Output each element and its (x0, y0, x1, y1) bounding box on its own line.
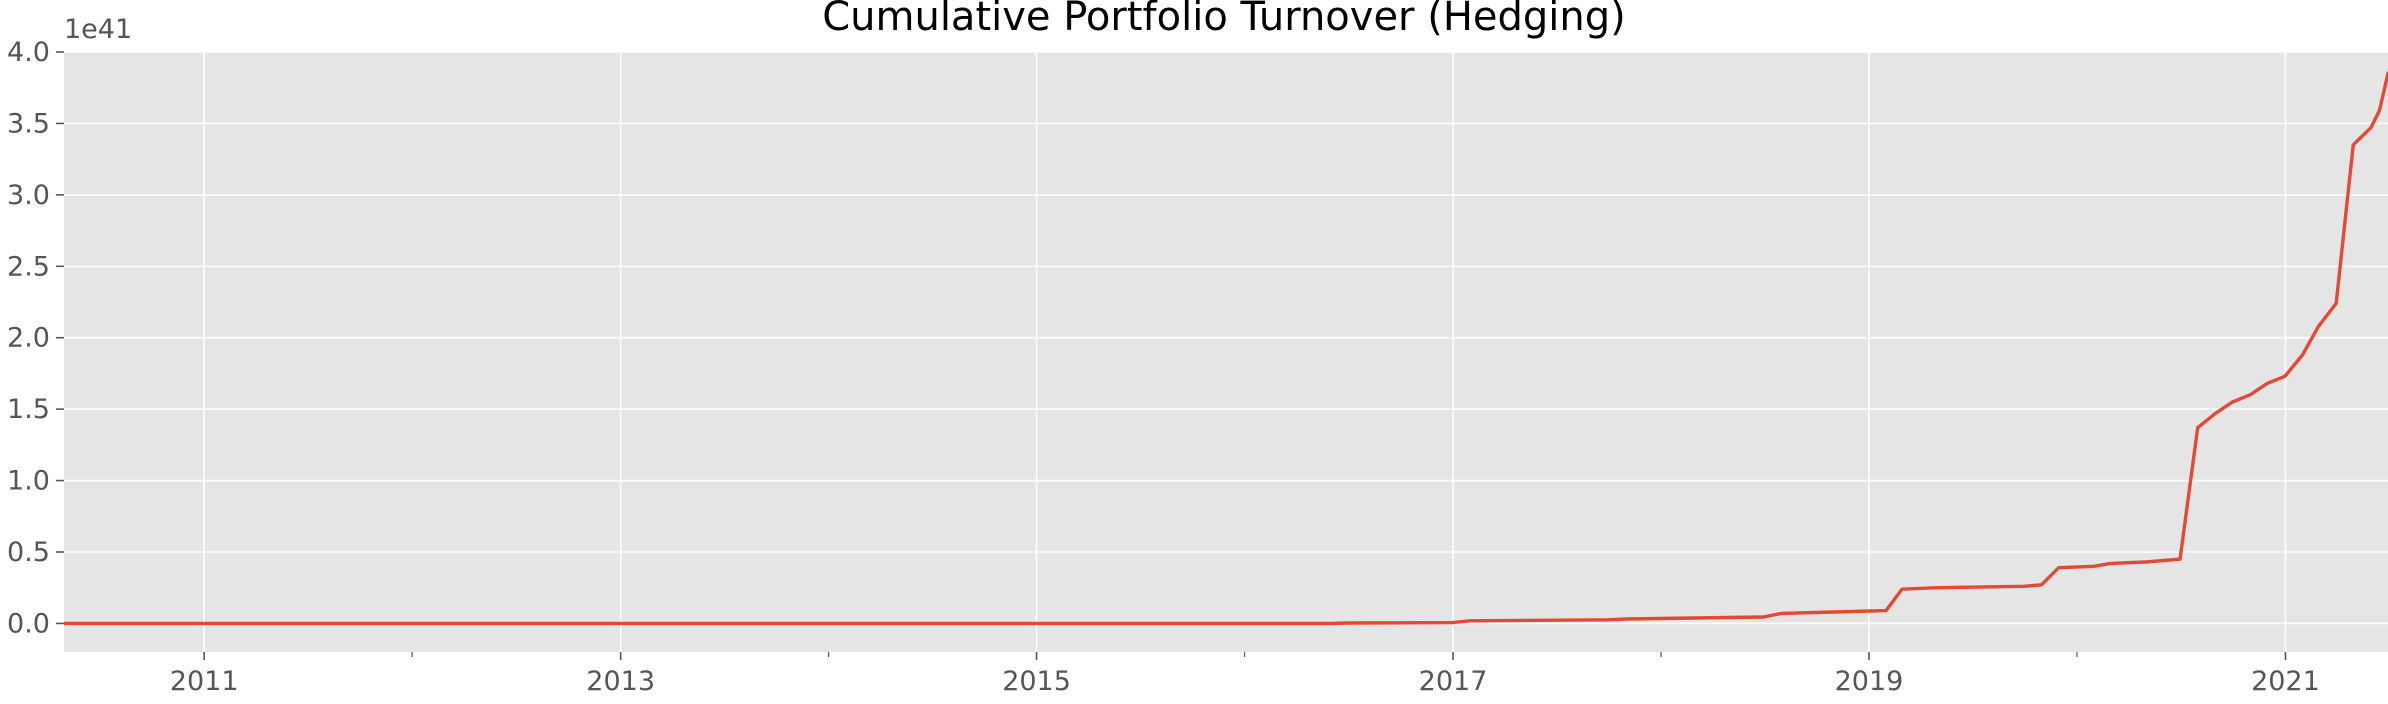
y-tick-label: 1.0 (7, 466, 50, 497)
y-axis-offset-label: 1e41 (64, 14, 132, 45)
x-tick-label: 2019 (1835, 666, 1904, 697)
y-tick-label: 0.0 (7, 608, 50, 639)
y-tick-label: 4.0 (7, 37, 50, 68)
plot-background (64, 52, 2388, 652)
y-tick-label: 1.5 (7, 394, 50, 425)
y-tick-label: 3.5 (7, 108, 50, 139)
x-tick-label: 2013 (586, 666, 655, 697)
x-tick-label: 2011 (170, 666, 239, 697)
y-tick-label: 2.5 (7, 251, 50, 282)
x-tick-label: 2021 (2251, 666, 2320, 697)
chart-title: Cumulative Portfolio Turnover (Hedging) (822, 0, 1626, 40)
y-tick-label: 2.0 (7, 323, 50, 354)
plot-area: 0.0 0.5 1.0 1.5 2.0 2.5 3.0 3.5 4.0 2011 2013 2015 2… (7, 37, 2388, 697)
series-line-0 (64, 71, 2388, 626)
y-tick-label: 3.0 (7, 180, 50, 211)
x-tick-label: 2015 (1002, 666, 1071, 697)
x-tick-label: 2017 (1419, 666, 1488, 697)
y-tick-label: 0.5 (7, 537, 50, 568)
